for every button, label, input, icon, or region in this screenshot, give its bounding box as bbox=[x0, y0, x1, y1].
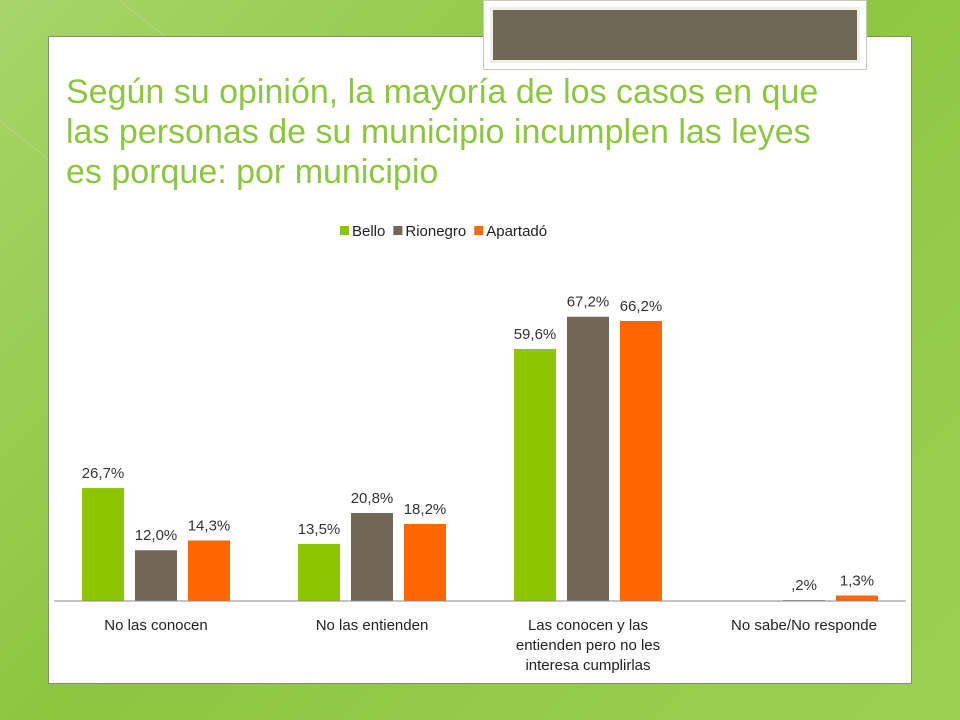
legend-label: Rionegro bbox=[405, 223, 466, 240]
data-label: 59,6% bbox=[514, 326, 557, 343]
data-label: 18,2% bbox=[404, 501, 447, 518]
x-axis-labels: No las conocen No las entienden Las conoce… bbox=[104, 617, 877, 674]
bar-apartadó bbox=[404, 524, 446, 601]
slide-title: Según su opinión, la mayoría de los caso… bbox=[66, 72, 906, 192]
data-label: 20,8% bbox=[351, 490, 394, 507]
legend-swatch-apartadó bbox=[474, 226, 484, 235]
x-tick-label: interesa cumplirlas bbox=[525, 657, 650, 674]
x-tick-label: No sabe/No responde bbox=[731, 617, 877, 634]
decorative-tab bbox=[483, 0, 867, 70]
bar-rionegro bbox=[351, 513, 393, 601]
chart-legend: Bello Rionegro Apartadó bbox=[340, 223, 547, 240]
bar-apartadó bbox=[620, 320, 662, 601]
data-label: 13,5% bbox=[298, 521, 341, 538]
x-tick-label: No las entienden bbox=[316, 617, 429, 634]
chart-data-labels: 26,7% 12,0% 14,3% 13,5% 20,8% 18,2% 59,6% 67,2%… bbox=[82, 294, 874, 594]
x-tick-label: No las conocen bbox=[104, 617, 207, 634]
data-label: 14,3% bbox=[188, 518, 231, 535]
legend-label: Apartadó bbox=[486, 223, 547, 240]
bar-apartadó bbox=[188, 540, 230, 601]
bar-rionegro bbox=[567, 316, 609, 601]
data-label: 1,3% bbox=[840, 573, 874, 590]
legend-label: Bello bbox=[352, 223, 385, 240]
legend-swatch-rionegro bbox=[393, 226, 403, 235]
data-label: 26,7% bbox=[82, 465, 125, 482]
x-tick-label: entienden pero no les bbox=[516, 637, 660, 654]
bar-bello bbox=[82, 488, 124, 601]
bar-bello bbox=[514, 348, 556, 601]
title-line: las personas de su municipio incumplen l… bbox=[66, 113, 811, 151]
data-label: 67,2% bbox=[567, 294, 610, 311]
chart-bars bbox=[82, 316, 878, 601]
bar-bello bbox=[298, 543, 340, 601]
data-label: 12,0% bbox=[135, 527, 178, 544]
x-tick-label: Las conocen y las bbox=[528, 617, 648, 634]
title-line: es porque: por municipio bbox=[66, 153, 439, 191]
data-label: 66,2% bbox=[620, 298, 663, 315]
title-line: Según su opinión, la mayoría de los caso… bbox=[66, 73, 819, 111]
legend-swatch-bello bbox=[340, 226, 349, 235]
bar-rionegro bbox=[135, 550, 177, 601]
data-label: ,2% bbox=[791, 577, 817, 594]
bar-apartadó bbox=[836, 595, 878, 601]
